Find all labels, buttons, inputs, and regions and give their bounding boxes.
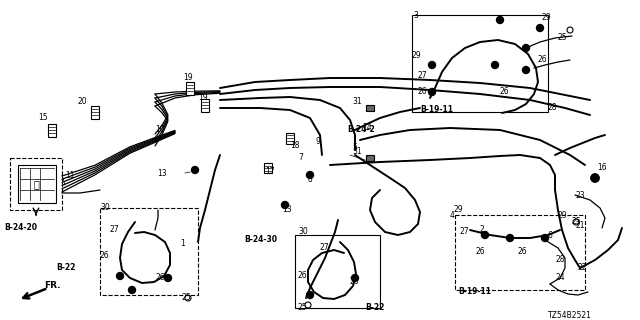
Text: B-19-11: B-19-11 bbox=[420, 106, 453, 115]
Text: 26: 26 bbox=[518, 247, 527, 257]
Text: 25: 25 bbox=[297, 303, 307, 313]
Circle shape bbox=[497, 17, 504, 23]
Text: 26: 26 bbox=[538, 55, 548, 65]
Text: 26: 26 bbox=[499, 87, 509, 97]
Text: 28: 28 bbox=[548, 103, 557, 113]
Text: 13: 13 bbox=[282, 205, 292, 214]
Circle shape bbox=[429, 89, 435, 95]
Text: 26: 26 bbox=[350, 277, 360, 286]
Text: 6: 6 bbox=[548, 230, 553, 239]
Text: 26: 26 bbox=[298, 270, 308, 279]
Bar bbox=[366, 155, 374, 161]
Circle shape bbox=[429, 61, 435, 68]
Text: 5: 5 bbox=[352, 143, 357, 153]
Bar bbox=[286, 132, 294, 143]
Text: B-22: B-22 bbox=[365, 303, 385, 313]
Text: 3: 3 bbox=[413, 11, 418, 20]
Text: 23: 23 bbox=[575, 190, 584, 199]
Text: 22: 22 bbox=[578, 263, 588, 273]
Text: B-22: B-22 bbox=[56, 263, 76, 273]
Circle shape bbox=[591, 174, 599, 182]
Text: 18: 18 bbox=[290, 140, 300, 149]
Text: 17: 17 bbox=[265, 167, 275, 177]
Text: 10: 10 bbox=[155, 125, 164, 134]
Circle shape bbox=[492, 61, 499, 68]
Circle shape bbox=[191, 166, 198, 173]
Text: 25: 25 bbox=[558, 34, 568, 43]
Circle shape bbox=[307, 292, 314, 299]
Text: 28: 28 bbox=[555, 255, 564, 265]
Circle shape bbox=[129, 286, 136, 293]
Text: B-24-2: B-24-2 bbox=[347, 125, 375, 134]
Text: 🔲: 🔲 bbox=[33, 179, 39, 189]
Text: 26: 26 bbox=[475, 247, 484, 257]
Text: FR.: FR. bbox=[44, 282, 61, 291]
Text: 27: 27 bbox=[110, 226, 120, 235]
Circle shape bbox=[506, 235, 513, 242]
Text: B-24-30: B-24-30 bbox=[244, 236, 277, 244]
Text: 27: 27 bbox=[418, 70, 428, 79]
Text: 20: 20 bbox=[78, 98, 88, 107]
Circle shape bbox=[522, 44, 529, 52]
Circle shape bbox=[591, 174, 599, 182]
Bar bbox=[18, 165, 56, 203]
Circle shape bbox=[522, 67, 529, 74]
Text: 26: 26 bbox=[418, 87, 428, 97]
Text: 30: 30 bbox=[100, 204, 109, 212]
Text: 14: 14 bbox=[362, 124, 372, 132]
Text: 19: 19 bbox=[183, 74, 193, 83]
Text: 26: 26 bbox=[100, 251, 109, 260]
Text: 2: 2 bbox=[480, 226, 484, 235]
Circle shape bbox=[116, 273, 124, 279]
Text: B-24-20: B-24-20 bbox=[4, 223, 37, 233]
Text: 7: 7 bbox=[298, 154, 303, 163]
Text: 24: 24 bbox=[555, 274, 564, 283]
Text: 19: 19 bbox=[198, 93, 207, 102]
Text: 4: 4 bbox=[450, 211, 455, 220]
Text: 29: 29 bbox=[557, 211, 566, 220]
Circle shape bbox=[541, 235, 548, 242]
Bar bbox=[366, 105, 374, 111]
Text: 9: 9 bbox=[315, 138, 320, 147]
Text: 25: 25 bbox=[572, 218, 582, 227]
Circle shape bbox=[536, 25, 543, 31]
Text: 31: 31 bbox=[352, 148, 362, 156]
Text: 13: 13 bbox=[157, 169, 167, 178]
Text: 30: 30 bbox=[298, 228, 308, 236]
Circle shape bbox=[481, 231, 488, 238]
Text: 15: 15 bbox=[38, 114, 47, 123]
Text: B-19-11: B-19-11 bbox=[458, 287, 491, 297]
Bar bbox=[264, 163, 272, 173]
Bar bbox=[48, 124, 56, 137]
Text: 21: 21 bbox=[575, 220, 584, 229]
Circle shape bbox=[164, 275, 172, 282]
Bar bbox=[201, 99, 209, 111]
Circle shape bbox=[282, 202, 289, 209]
Circle shape bbox=[351, 275, 358, 282]
Bar bbox=[91, 106, 99, 118]
Text: 29: 29 bbox=[412, 51, 422, 60]
Text: 29: 29 bbox=[454, 205, 463, 214]
Text: 29: 29 bbox=[542, 13, 552, 22]
Text: 16: 16 bbox=[597, 164, 607, 172]
Text: 27: 27 bbox=[320, 244, 330, 252]
Bar bbox=[186, 82, 194, 94]
Text: 11: 11 bbox=[65, 171, 74, 180]
Text: 8: 8 bbox=[308, 175, 313, 185]
Text: TZ54B2521: TZ54B2521 bbox=[548, 310, 592, 319]
Text: 31: 31 bbox=[352, 98, 362, 107]
Text: 1: 1 bbox=[180, 238, 185, 247]
Text: 25: 25 bbox=[182, 293, 191, 302]
Text: 27: 27 bbox=[460, 228, 470, 236]
Text: 26: 26 bbox=[155, 274, 164, 283]
Circle shape bbox=[307, 172, 314, 179]
